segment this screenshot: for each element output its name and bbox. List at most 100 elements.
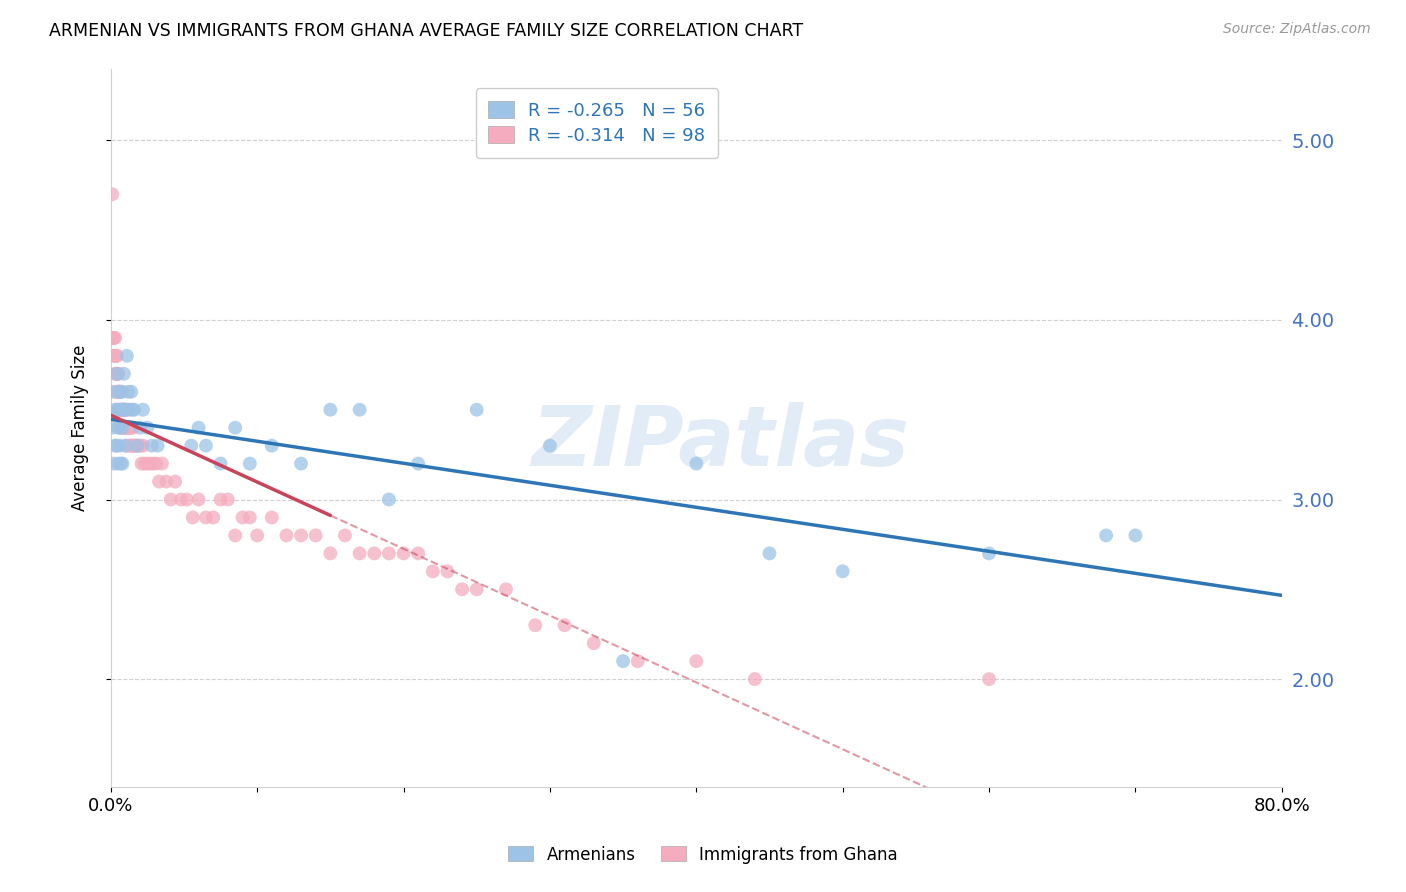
Point	[1125, 528, 1147, 542]
Point	[136, 420, 159, 434]
Point	[977, 546, 1000, 560]
Point	[176, 492, 198, 507]
Point	[224, 528, 246, 542]
Point	[121, 439, 143, 453]
Point	[108, 384, 131, 399]
Point	[111, 384, 134, 399]
Point	[104, 349, 127, 363]
Point	[319, 546, 342, 560]
Point	[142, 457, 165, 471]
Point	[111, 402, 134, 417]
Point	[187, 492, 209, 507]
Point	[105, 349, 128, 363]
Point	[108, 384, 131, 399]
Point	[107, 457, 129, 471]
Point	[104, 349, 127, 363]
Point	[108, 384, 131, 399]
Point	[451, 582, 474, 597]
Point	[120, 439, 142, 453]
Point	[128, 439, 150, 453]
Point	[136, 457, 159, 471]
Point	[107, 384, 129, 399]
Point	[114, 439, 136, 453]
Point	[111, 457, 134, 471]
Point	[170, 492, 193, 507]
Point	[103, 384, 125, 399]
Point	[538, 439, 561, 453]
Point	[239, 457, 262, 471]
Point	[582, 636, 605, 650]
Point	[150, 457, 173, 471]
Point	[349, 546, 371, 560]
Point	[217, 492, 239, 507]
Point	[104, 331, 127, 345]
Point	[685, 654, 707, 668]
Point	[127, 439, 149, 453]
Point	[112, 367, 135, 381]
Point	[758, 546, 780, 560]
Point	[103, 331, 125, 345]
Point	[114, 402, 136, 417]
Point	[129, 439, 152, 453]
Point	[111, 420, 134, 434]
Point	[141, 439, 163, 453]
Point	[104, 439, 127, 453]
Point	[129, 420, 152, 434]
Point	[105, 402, 128, 417]
Point	[111, 402, 134, 417]
Point	[117, 384, 139, 399]
Point	[231, 510, 253, 524]
Point	[406, 457, 429, 471]
Point	[108, 402, 131, 417]
Point	[139, 457, 162, 471]
Point	[112, 402, 135, 417]
Point	[108, 439, 131, 453]
Legend: Armenians, Immigrants from Ghana: Armenians, Immigrants from Ghana	[502, 839, 904, 871]
Point	[104, 402, 127, 417]
Point	[333, 528, 356, 542]
Point	[107, 402, 129, 417]
Point	[612, 654, 634, 668]
Point	[209, 457, 232, 471]
Point	[107, 384, 129, 399]
Point	[115, 349, 138, 363]
Point	[103, 457, 125, 471]
Point	[187, 420, 209, 434]
Point	[392, 546, 415, 560]
Point	[305, 528, 328, 542]
Point	[378, 546, 401, 560]
Text: Source: ZipAtlas.com: Source: ZipAtlas.com	[1223, 22, 1371, 37]
Point	[105, 349, 128, 363]
Point	[115, 420, 138, 434]
Point	[114, 402, 136, 417]
Point	[363, 546, 385, 560]
Point	[134, 457, 156, 471]
Point	[165, 475, 187, 489]
Point	[831, 565, 853, 579]
Point	[117, 420, 139, 434]
Point	[124, 439, 146, 453]
Point	[146, 439, 169, 453]
Point	[118, 402, 141, 417]
Text: ZIPatlas: ZIPatlas	[530, 401, 908, 483]
Point	[276, 528, 298, 542]
Point	[155, 475, 177, 489]
Point	[105, 367, 128, 381]
Point	[465, 402, 488, 417]
Y-axis label: Average Family Size: Average Family Size	[72, 344, 89, 511]
Point	[436, 565, 458, 579]
Point	[465, 582, 488, 597]
Point	[105, 439, 128, 453]
Point	[110, 402, 132, 417]
Point	[224, 420, 246, 434]
Point	[108, 384, 131, 399]
Point	[121, 402, 143, 417]
Point	[194, 510, 217, 524]
Point	[121, 420, 143, 434]
Point	[744, 672, 766, 686]
Point	[112, 402, 135, 417]
Point	[554, 618, 576, 632]
Point	[319, 402, 342, 417]
Point	[260, 510, 283, 524]
Point	[107, 420, 129, 434]
